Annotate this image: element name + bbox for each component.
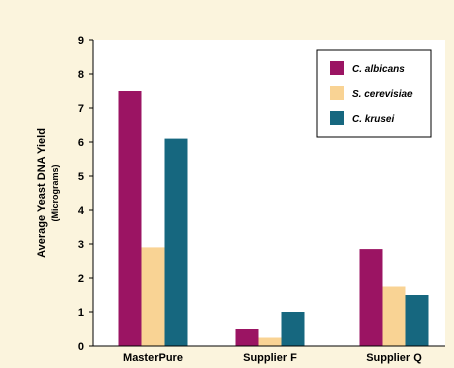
legend-swatch bbox=[330, 61, 344, 75]
legend: C. albicans S. cerevisiae C. krusei bbox=[316, 49, 432, 138]
y-tick-label: 4 bbox=[78, 205, 85, 217]
bar bbox=[382, 286, 406, 346]
x-tick-label: MasterPure bbox=[123, 352, 183, 364]
y-tick-label: 1 bbox=[78, 307, 84, 319]
y-tick-label: 8 bbox=[78, 69, 84, 81]
y-axis-title-group: Average Yeast DNA Yield (Micrograms) bbox=[36, 128, 60, 258]
y-axis-subtitle: (Micrograms) bbox=[50, 164, 60, 221]
y-tick-label: 0 bbox=[78, 341, 84, 353]
bar bbox=[359, 249, 383, 346]
bar bbox=[258, 337, 282, 346]
x-tick-label: Supplier F bbox=[243, 352, 297, 364]
bar bbox=[164, 138, 188, 346]
x-axis: MasterPure Supplier F Supplier Q bbox=[123, 352, 422, 364]
bar bbox=[405, 295, 429, 346]
bar bbox=[281, 312, 305, 346]
legend-label: C. krusei bbox=[352, 114, 394, 125]
x-tick-label: Supplier Q bbox=[366, 352, 422, 364]
legend-label: S. cerevisiae bbox=[352, 89, 413, 100]
legend-swatch bbox=[330, 111, 344, 125]
bars bbox=[118, 91, 429, 346]
bar bbox=[141, 247, 165, 346]
legend-swatch bbox=[330, 86, 344, 100]
legend-label: C. albicans bbox=[352, 64, 405, 75]
y-tick-label: 6 bbox=[78, 137, 84, 149]
bar bbox=[118, 91, 142, 346]
bar bbox=[235, 329, 259, 346]
y-axis-title: Average Yeast DNA Yield bbox=[36, 128, 48, 258]
y-tick-label: 5 bbox=[78, 171, 84, 183]
y-axis: 0 1 2 3 4 5 6 7 8 9 bbox=[78, 35, 93, 353]
y-tick-label: 7 bbox=[78, 103, 84, 115]
y-tick-label: 9 bbox=[78, 35, 84, 47]
y-tick-label: 2 bbox=[78, 273, 84, 285]
y-tick-label: 3 bbox=[78, 239, 84, 251]
